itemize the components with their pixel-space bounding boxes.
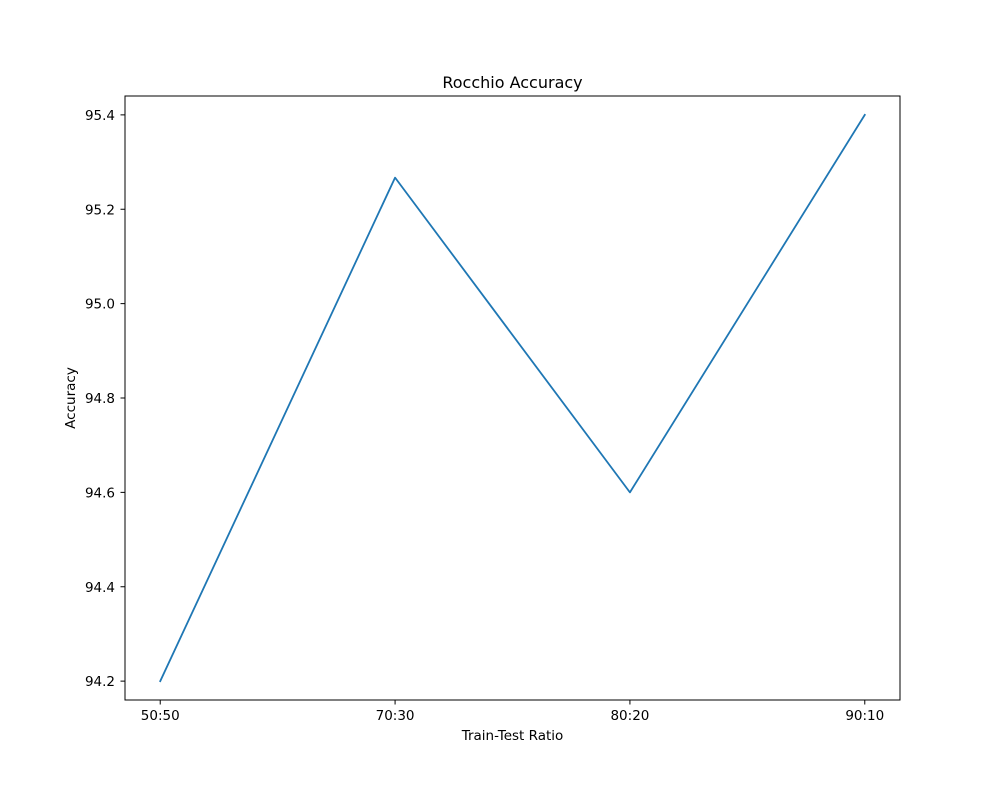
chart-title: Rocchio Accuracy	[442, 73, 582, 92]
y-axis-ticks: 94.2 94.4 94.6 94.8 95.0 95.2 95.4	[85, 108, 125, 690]
y-tick-label: 95.4	[85, 108, 115, 124]
x-axis-ticks: 50:50 70:30 80:20 90:10	[141, 700, 884, 724]
y-tick-label: 94.8	[85, 391, 115, 407]
y-axis-label: Accuracy	[63, 367, 79, 429]
x-tick-label: 90:10	[845, 708, 884, 724]
y-tick-label: 94.6	[85, 485, 115, 501]
x-tick-label: 80:20	[610, 708, 649, 724]
y-tick-label: 95.2	[85, 202, 115, 218]
y-tick-label: 95.0	[85, 297, 115, 313]
x-tick-label: 50:50	[141, 708, 180, 724]
series-line	[159, 113, 867, 683]
x-axis-label: Train-Test Ratio	[461, 728, 564, 744]
series-lines	[159, 113, 867, 683]
x-tick-label: 70:30	[376, 708, 415, 724]
y-tick-label: 94.2	[85, 674, 115, 690]
y-tick-label: 94.4	[85, 580, 115, 596]
